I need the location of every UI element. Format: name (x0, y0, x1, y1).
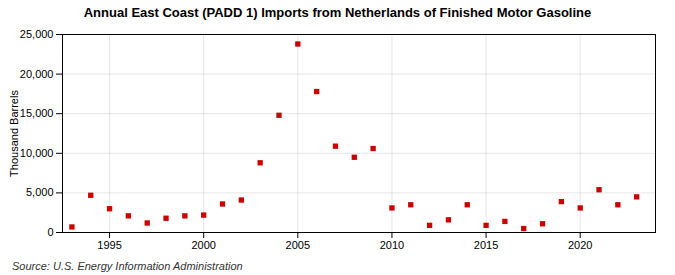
svg-text:Thousand Barrels: Thousand Barrels (8, 90, 20, 177)
svg-text:2000: 2000 (191, 239, 215, 251)
svg-text:2010: 2010 (380, 239, 404, 251)
svg-text:25,000: 25,000 (20, 28, 54, 40)
svg-text:1995: 1995 (97, 239, 121, 251)
svg-text:2005: 2005 (286, 239, 310, 251)
svg-text:20,000: 20,000 (20, 68, 54, 80)
svg-text:10,000: 10,000 (20, 147, 54, 159)
svg-text:15,000: 15,000 (20, 107, 54, 119)
svg-text:5,000: 5,000 (26, 186, 54, 198)
svg-text:2020: 2020 (568, 239, 592, 251)
svg-text:0: 0 (47, 226, 53, 238)
html-text:Annual East Coast (PADD 1) Imp: Annual East Coast (PADD 1) Imports from … (83, 5, 592, 20)
html-text:Source: U.S. Energy Informatio: Source: U.S. Energy Information Administ… (12, 260, 243, 272)
svg-text:2015: 2015 (474, 239, 498, 251)
